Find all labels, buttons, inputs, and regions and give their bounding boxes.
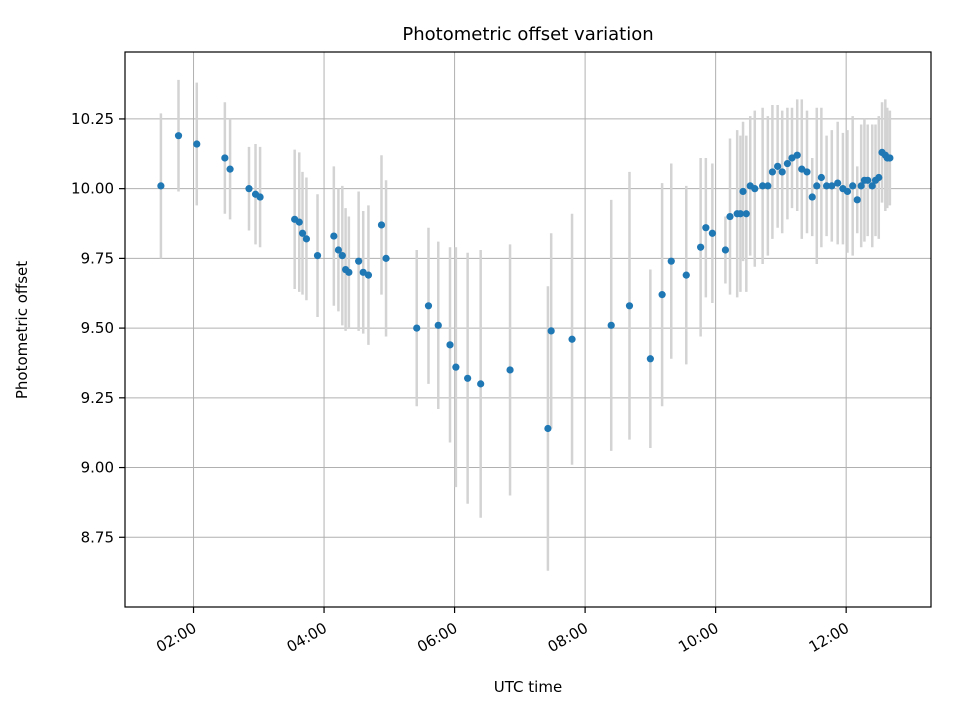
chart-title: Photometric offset variation [402, 24, 653, 45]
data-point [783, 159, 792, 168]
x-axis-label: UTC time [494, 678, 562, 696]
data-point [413, 324, 421, 332]
data-point [843, 187, 852, 196]
data-point [708, 229, 716, 237]
data-point [226, 165, 234, 173]
data-point [702, 224, 710, 232]
y-tick-label: 9.50 [81, 319, 114, 337]
data-point [822, 182, 831, 190]
y-axis-label: Photometric offset [13, 261, 31, 399]
errorbar-layer [159, 79, 892, 571]
data-point [697, 243, 705, 251]
data-point [295, 218, 303, 226]
data-point [334, 246, 343, 254]
data-point [828, 182, 836, 190]
data-point [857, 182, 865, 190]
x-tick-label: 10:00 [675, 619, 721, 656]
data-point [751, 185, 759, 193]
y-tick-label: 10.25 [71, 110, 114, 128]
y-tick-label: 10.00 [71, 180, 114, 198]
data-point [452, 363, 460, 371]
data-point [736, 210, 745, 218]
data-point [813, 182, 821, 190]
data-point [864, 176, 872, 184]
data-point [506, 366, 514, 374]
y-tick-label: 9.00 [81, 459, 114, 477]
data-point [742, 210, 750, 218]
y-tick-label: 8.75 [81, 528, 114, 546]
data-point [568, 335, 576, 343]
data-point [793, 151, 801, 159]
x-tick-label: 02:00 [153, 619, 199, 656]
data-point [434, 321, 442, 329]
data-point [382, 254, 390, 262]
data-point [313, 251, 322, 260]
data-point [875, 173, 883, 182]
x-tick-label: 04:00 [284, 619, 330, 656]
data-point [446, 341, 454, 349]
data-point [774, 162, 782, 170]
data-point [803, 168, 811, 176]
y-tick-label: 9.75 [81, 249, 114, 267]
grid-layer [125, 52, 931, 607]
data-point [667, 257, 675, 265]
scatter-layer [157, 132, 894, 433]
data-point [477, 380, 485, 388]
data-point [193, 140, 201, 148]
data-point [424, 302, 433, 310]
data-point [345, 268, 353, 276]
data-point [853, 196, 861, 204]
data-point [607, 321, 615, 329]
data-point [768, 168, 777, 176]
data-point [377, 221, 386, 229]
data-point [886, 154, 894, 162]
data-point [764, 182, 772, 190]
data-point [298, 229, 307, 237]
data-point [464, 374, 472, 382]
x-tick-label: 12:00 [806, 619, 852, 656]
data-point [157, 182, 165, 190]
data-point [726, 212, 734, 221]
data-point [646, 355, 654, 363]
data-point [355, 257, 363, 265]
data-point [834, 179, 842, 187]
data-point [808, 193, 816, 201]
data-point [849, 182, 857, 190]
plot-frame [124, 51, 932, 608]
x-tick-label: 06:00 [414, 619, 460, 656]
data-point [364, 271, 373, 279]
data-point [547, 327, 555, 335]
data-point [256, 193, 264, 201]
data-point [817, 173, 825, 182]
data-point [544, 424, 552, 433]
data-point [174, 132, 183, 140]
data-point [658, 291, 666, 299]
data-point [739, 187, 747, 196]
data-point [245, 185, 253, 193]
data-point [338, 251, 346, 260]
data-point [682, 271, 690, 279]
data-point [221, 154, 229, 162]
data-point [625, 302, 634, 310]
x-tick-label: 08:00 [545, 619, 591, 656]
data-point [759, 182, 767, 190]
data-point [868, 182, 876, 190]
data-point [330, 232, 338, 240]
y-tick-label: 9.25 [81, 389, 114, 407]
data-point [721, 246, 730, 254]
data-point [778, 168, 786, 176]
data-point [302, 235, 311, 243]
